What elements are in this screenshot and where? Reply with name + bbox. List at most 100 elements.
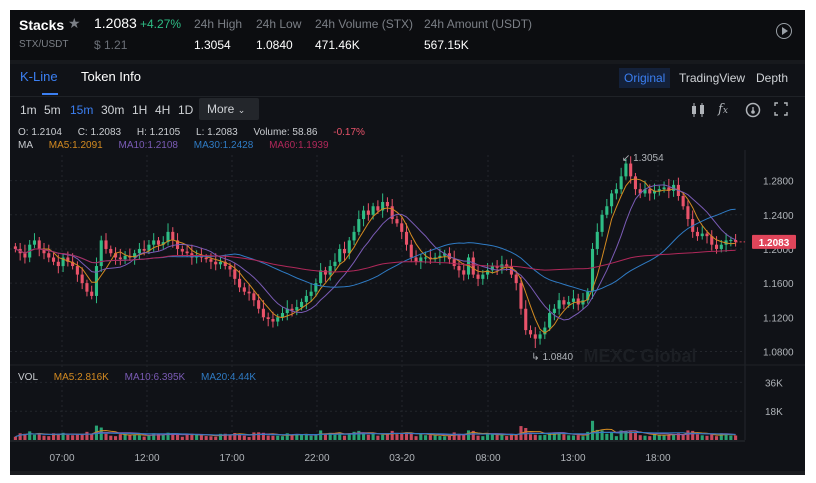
candle-down	[514, 274, 518, 284]
volume-bar	[166, 432, 170, 440]
volume-bar	[352, 431, 356, 440]
volume-bar	[614, 436, 618, 440]
ohlc-change: -0.17%	[333, 127, 365, 138]
tab-k-line[interactable]: K-Line	[20, 69, 58, 84]
candle-up	[643, 189, 647, 194]
volume-bar	[724, 433, 728, 440]
candle-down	[471, 257, 475, 275]
volume-bar	[266, 435, 270, 440]
view-depth[interactable]: Depth	[756, 71, 789, 85]
volume-bar	[257, 432, 261, 440]
volume-bar	[190, 433, 194, 440]
view-original[interactable]: Original	[619, 68, 671, 88]
volume-bar	[719, 433, 723, 440]
interval-4h[interactable]: 4H	[155, 103, 171, 117]
interval-30m[interactable]: 30m	[101, 103, 125, 117]
usd-price: $ 1.21	[94, 38, 128, 52]
candle-down	[47, 253, 51, 258]
volume-bar	[571, 435, 575, 440]
candle-down	[562, 300, 566, 305]
volume-bar	[228, 434, 232, 440]
volume-bar	[290, 434, 294, 440]
candle-down	[51, 257, 56, 262]
indicator-fx-icon[interactable]: fx	[718, 102, 728, 117]
candle-down	[290, 308, 294, 311]
view-tradingview[interactable]: TradingView	[679, 71, 746, 85]
volume-bar	[404, 432, 409, 440]
interval-1d[interactable]: 1D	[178, 103, 194, 117]
tab-token-info[interactable]: Token Info	[81, 69, 141, 84]
volume-bar	[672, 434, 676, 440]
volume-bar	[710, 434, 714, 440]
candle-up	[280, 313, 285, 318]
candlestick-chart[interactable]: 1.0800 1.1200 1.1600 1.2000 1.2400 1.2800 07:0…	[10, 10, 805, 471]
volume-bar	[247, 437, 251, 440]
ma10-value: MA10:1.2108	[118, 140, 179, 151]
ohlc-close: C: 1.2083	[77, 127, 122, 138]
volume-bar	[734, 435, 738, 440]
volume-bar	[390, 430, 394, 440]
candle-down	[462, 270, 466, 275]
candle-up	[424, 257, 428, 259]
candlestick-type-icon[interactable]	[689, 102, 707, 121]
candle-down	[629, 163, 633, 177]
play-circle-icon[interactable]	[776, 23, 792, 39]
candle-down	[524, 308, 528, 331]
star-icon[interactable]: ★	[68, 15, 81, 31]
interval-1m[interactable]: 1m	[20, 103, 37, 117]
volume-bar	[395, 434, 399, 440]
volume-bar	[18, 433, 22, 440]
volume-bar	[552, 433, 556, 440]
ohlc-open: O: 1.2104	[18, 127, 62, 138]
candle-up	[319, 270, 323, 284]
ohlc-high: H: 1.2105	[136, 127, 181, 138]
price-axis-label: 1.0800	[763, 347, 794, 358]
volume-bar	[366, 434, 370, 440]
volume-bar	[28, 431, 32, 440]
volume-bar	[338, 432, 342, 440]
price-axis-label: 1.2000	[763, 245, 794, 256]
volume-bar	[433, 435, 437, 440]
volume-bar	[90, 433, 94, 440]
volume-legend: VOL MA5:2.816K MA10:6.395K MA20:4.44K	[18, 372, 269, 383]
candle-up	[624, 163, 628, 177]
interval-5m[interactable]: 5m	[44, 103, 61, 117]
settings-gauge-icon[interactable]	[745, 102, 761, 121]
volume-bar	[528, 434, 533, 440]
volume-bar	[171, 433, 175, 440]
volume-bar	[629, 431, 633, 440]
volume-bar	[514, 434, 518, 440]
candle-up	[309, 291, 313, 296]
candle-down	[13, 246, 17, 249]
volume-bar	[314, 434, 318, 440]
volume-bar	[590, 420, 595, 440]
candle-up	[571, 298, 575, 302]
volume-bar	[333, 434, 337, 440]
candle-up	[99, 240, 103, 267]
interval-1h[interactable]: 1H	[132, 103, 148, 117]
candle-down	[214, 261, 218, 265]
volume-bar	[729, 435, 733, 440]
stat-label-24h-volume: 24h Volume (STX)	[315, 17, 414, 31]
time-axis-label: 22:00	[304, 453, 329, 464]
more-intervals-dropdown[interactable]: More ⌄	[199, 98, 259, 120]
volume-bar	[686, 430, 690, 440]
volume-bar	[667, 435, 671, 440]
candle-up	[419, 257, 423, 262]
fullscreen-icon[interactable]	[774, 102, 788, 119]
volume-bar	[347, 433, 351, 440]
interval-15m[interactable]: 15m	[70, 103, 94, 117]
candle-down	[252, 293, 256, 301]
time-axis-label: 08:00	[475, 453, 500, 464]
candle-down	[156, 240, 161, 245]
candle-up	[586, 291, 590, 301]
volume-bar	[328, 432, 332, 440]
volume-bar	[123, 434, 127, 440]
volume-bar	[147, 435, 151, 440]
volume-bar	[23, 433, 27, 440]
volume-bar	[214, 436, 218, 440]
volume-bar	[37, 433, 41, 440]
candle-up	[700, 233, 704, 237]
candle-up	[652, 190, 657, 194]
volume-bar	[13, 436, 17, 440]
